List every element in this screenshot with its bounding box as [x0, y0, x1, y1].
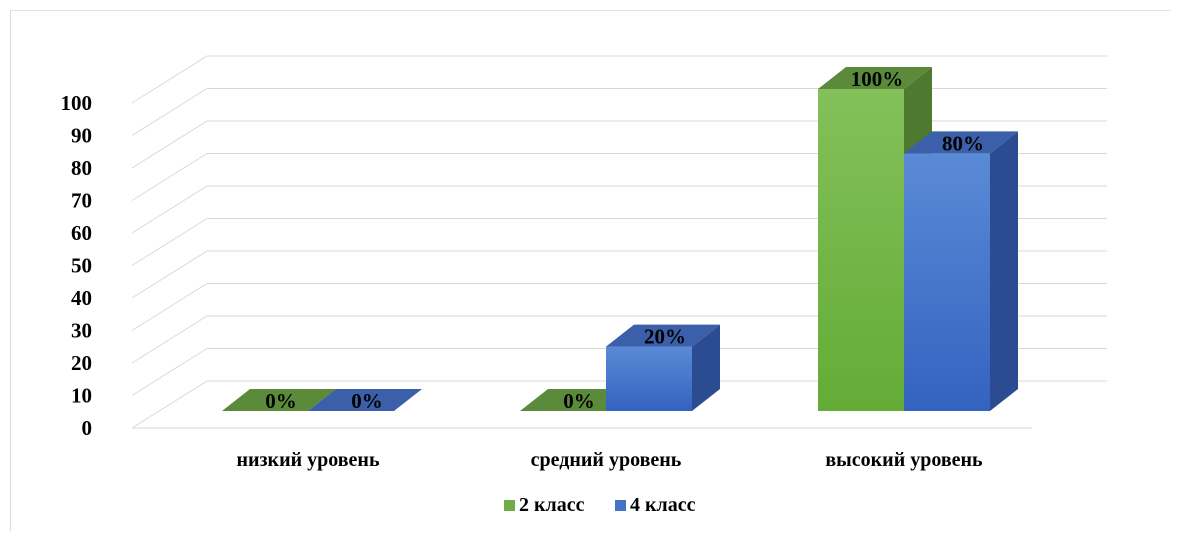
bar-top — [308, 389, 422, 411]
bar-class2-front — [818, 89, 904, 411]
bar-top — [818, 67, 932, 89]
bar-side — [990, 131, 1018, 411]
y-tick-label: 0 — [82, 416, 93, 440]
data-label: 20% — [644, 325, 686, 349]
bar-side — [692, 324, 720, 411]
bar-top — [222, 389, 336, 411]
data-label: 80% — [942, 131, 984, 155]
data-label: 0% — [265, 389, 297, 413]
bar-top — [904, 131, 1018, 154]
data-label: 100% — [851, 67, 904, 91]
gridline-side — [131, 250, 208, 299]
gridline-side — [131, 55, 208, 104]
y-tick-label: 40 — [71, 286, 92, 310]
gridline-side — [131, 283, 208, 331]
y-tick-label: 90 — [71, 124, 92, 148]
y-tick-label: 60 — [71, 221, 92, 245]
bar-top — [606, 324, 720, 347]
legend-swatch-4-class — [615, 500, 626, 511]
gridline-side — [131, 315, 208, 364]
data-label: 0% — [563, 389, 595, 413]
bar-class4-front — [904, 153, 990, 411]
gridline-side — [131, 88, 208, 136]
gridline-side — [131, 185, 208, 234]
bar-class4-front — [606, 346, 692, 411]
y-tick-label: 50 — [71, 254, 92, 278]
gridline-side — [131, 120, 208, 169]
legend-label: 2 класс — [519, 494, 585, 516]
gridline-side — [131, 218, 208, 266]
gridline-side — [131, 348, 208, 396]
legend-swatch-2-class — [504, 500, 515, 511]
bar-top — [520, 389, 634, 411]
y-tick-label: 20 — [71, 351, 92, 375]
y-tick-label: 70 — [71, 189, 92, 213]
gridline-side — [131, 153, 208, 201]
legend-label: 4 класс — [630, 494, 696, 516]
category-label: низкий уровень — [236, 449, 379, 471]
chart-frame — [10, 10, 1171, 531]
y-tick-label: 10 — [71, 384, 92, 408]
category-label: средний уровень — [531, 449, 682, 471]
y-tick-label: 30 — [71, 319, 92, 343]
category-label: высокий уровень — [825, 449, 983, 471]
y-tick-label: 80 — [71, 156, 92, 180]
gridline-side — [131, 380, 208, 429]
data-label: 0% — [351, 389, 383, 413]
y-tick-label: 100 — [61, 91, 93, 115]
